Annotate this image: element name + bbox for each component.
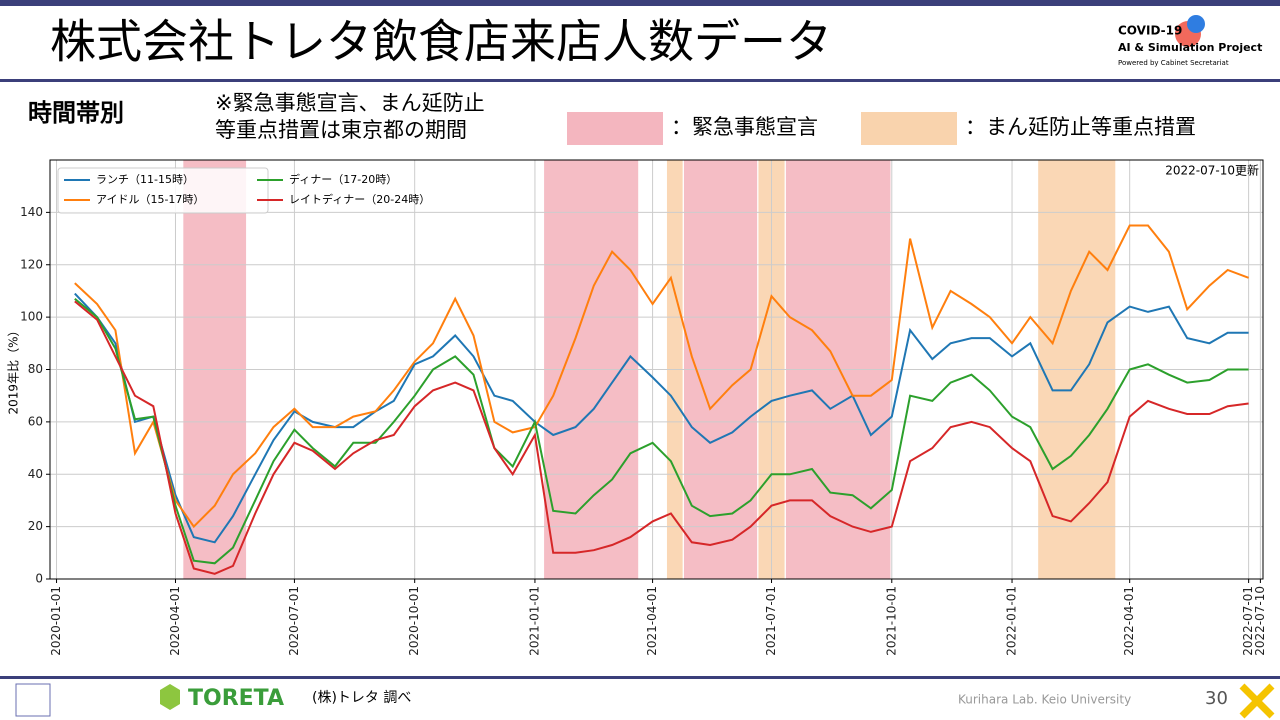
title-rule [0, 79, 1280, 82]
logo-dot [1187, 15, 1205, 33]
plot: ：緊急事態宣言 ：まん延防止等重点措置 0 20 40 60 80 100 120 140 2020… [7, 112, 1267, 656]
source: (株)トレタ 調べ [312, 690, 411, 706]
x-tick-label: 2020-01-01 [49, 586, 63, 656]
x-tick-label: 2022-01-01 [1005, 586, 1019, 656]
y-tick-label: 140 [20, 205, 43, 219]
series-line [74, 292, 1249, 544]
series-line [74, 300, 1249, 575]
band-legend-label: ：緊急事態宣言 [671, 115, 818, 139]
lab-logo [15, 683, 51, 717]
legend-label: アイドル（15-17時） [96, 193, 204, 206]
y-axis-label: 2019年比（%） [7, 325, 21, 415]
legend-label: レイトディナー（20-24時） [289, 192, 430, 206]
x-tick-label: 2021-04-01 [645, 586, 659, 656]
legend-box [57, 167, 269, 214]
corner-logo [1239, 683, 1275, 719]
x-tick-label: 2022-04-01 [1122, 586, 1136, 656]
band-legend-label: ：まん延防止等重点措置 [965, 115, 1196, 139]
section-label: 時間帯別 [28, 99, 124, 127]
brand: TORETA [188, 686, 284, 711]
y-tick-label: 20 [28, 519, 43, 533]
footer-rule [0, 676, 1280, 679]
band-legend-swatch [567, 112, 663, 145]
x-tick-label: 2021-01-01 [527, 586, 541, 656]
annotation: 2022-07-10更新 [1165, 163, 1259, 178]
note: ※緊急事態宣言、まん延防止 [215, 91, 485, 115]
x-tick-label: 2020-04-01 [168, 586, 182, 656]
page-number: 30 [1205, 688, 1228, 709]
series-line [74, 298, 1249, 565]
plot-frame [49, 159, 1264, 580]
y-tick-label: 60 [28, 414, 43, 428]
logo-text: COVID-19 [1118, 24, 1182, 38]
x-tick-label: 2022-07-10 [1253, 586, 1267, 656]
legend-label: ディナー（17-20時） [289, 172, 397, 186]
series-line [74, 224, 1249, 529]
top-bar [0, 0, 1280, 6]
band-legend-swatch [861, 112, 957, 145]
y-tick-label: 120 [20, 257, 43, 271]
y-tick-label: 100 [20, 310, 43, 324]
x-tick-label: 2021-10-01 [884, 586, 898, 656]
y-tick-label: 40 [28, 467, 43, 481]
x-tick-label: 2022-07-01 [1241, 586, 1255, 656]
y-tick-label: 80 [28, 362, 43, 376]
title: 株式会社トレタ飲食店来店人数データ [50, 15, 832, 69]
y-tick-label: 0 [35, 572, 43, 586]
logo-text: AI & Simulation Project [1118, 41, 1262, 54]
x-tick-label: 2020-10-01 [407, 586, 421, 656]
lab: Kurihara Lab. Keio University [958, 693, 1131, 707]
brand-logo [160, 684, 180, 710]
note: 等重点措置は東京都の期間 [215, 118, 467, 142]
legend-label: ランチ（11-15時） [96, 173, 194, 186]
logo-text: Powered by Cabinet Secretariat [1118, 59, 1229, 67]
x-tick-label: 2021-07-01 [764, 586, 778, 656]
x-tick-label: 2020-07-01 [287, 586, 301, 656]
